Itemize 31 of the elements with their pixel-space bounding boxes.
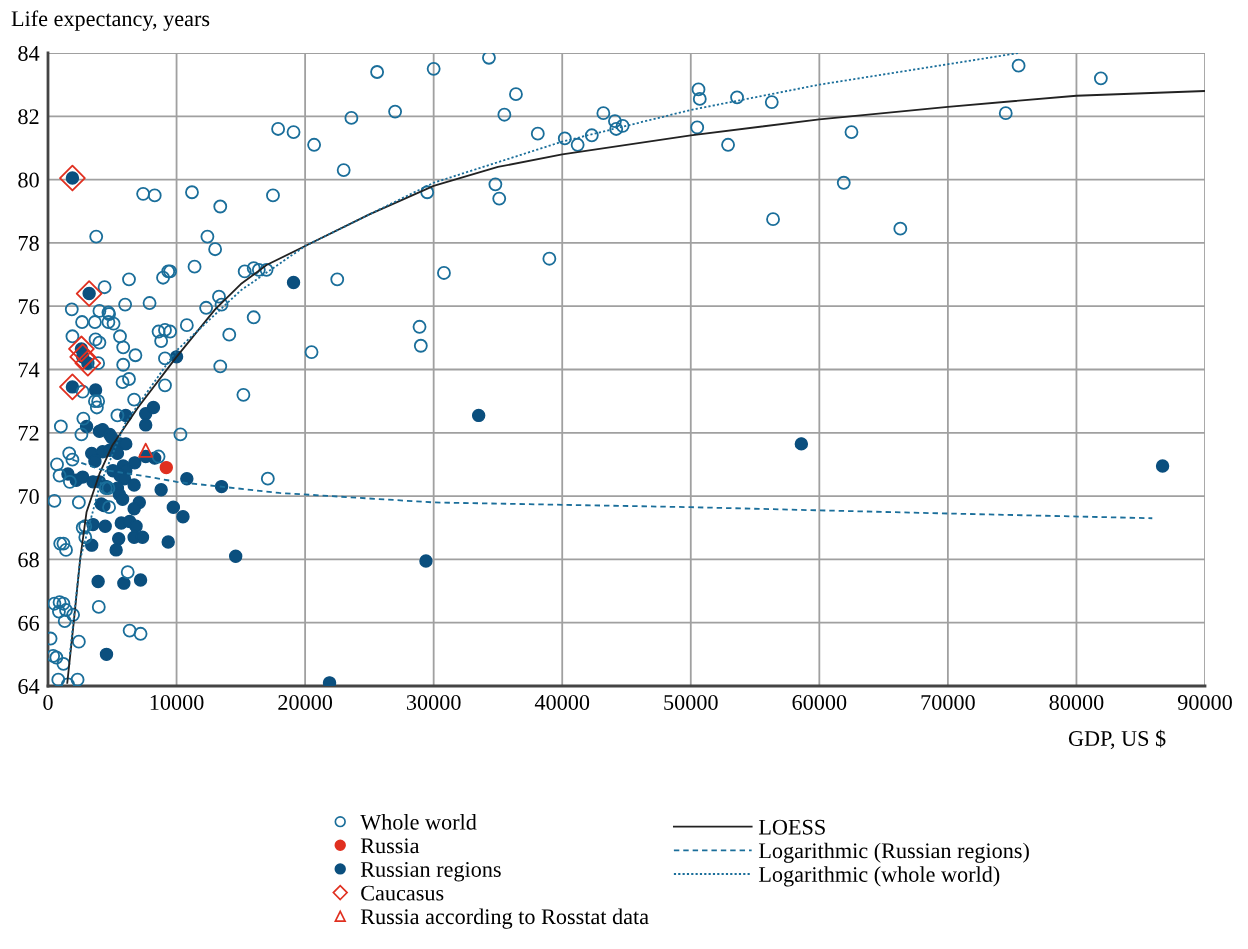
legend-label: Caucasus [361, 885, 444, 901]
y-tick-label: 74 [18, 362, 40, 378]
y-tick-label: 72 [18, 425, 39, 441]
x-tick-label: 90000 [1177, 694, 1232, 710]
y-tick-label: 78 [18, 235, 39, 251]
y-tick-label: 76 [18, 299, 39, 315]
x-tick-label: 60000 [792, 694, 847, 710]
y-tick-label: 66 [18, 615, 39, 631]
legend-label: Whole world [360, 814, 477, 830]
legend-label: Logarithmic (whole world) [758, 866, 1000, 887]
y-tick-label: 84 [18, 45, 40, 61]
y-tick-label: 64 [18, 678, 40, 694]
legend-label: Russian regions [360, 861, 501, 882]
y-tick-label: 68 [18, 552, 39, 568]
x-tick-label: 80000 [1049, 694, 1104, 710]
legend-label: Logarithmic (Russian regions) [758, 842, 1029, 863]
x-tick-label: 20000 [278, 694, 333, 710]
y-axis-title: Life expectancy, years [11, 10, 210, 31]
y-tick-label: 80 [18, 172, 39, 188]
x-tick-label: 0 [43, 694, 53, 710]
y-tick-label: 70 [18, 489, 39, 505]
legend-label: LOESS [758, 819, 825, 835]
x-tick-label: 50000 [664, 694, 718, 710]
legend-label: Russia [360, 838, 420, 854]
legend-label: Russia according to Rosstat data [360, 908, 649, 929]
x-tick-label: 40000 [534, 694, 590, 710]
x-tick-label: 10000 [150, 694, 204, 710]
x-axis-title: GDP, US $ [1068, 729, 1166, 750]
y-tick-label: 82 [18, 109, 39, 125]
x-tick-label: 30000 [406, 694, 461, 710]
x-tick-label: 70000 [921, 694, 975, 710]
